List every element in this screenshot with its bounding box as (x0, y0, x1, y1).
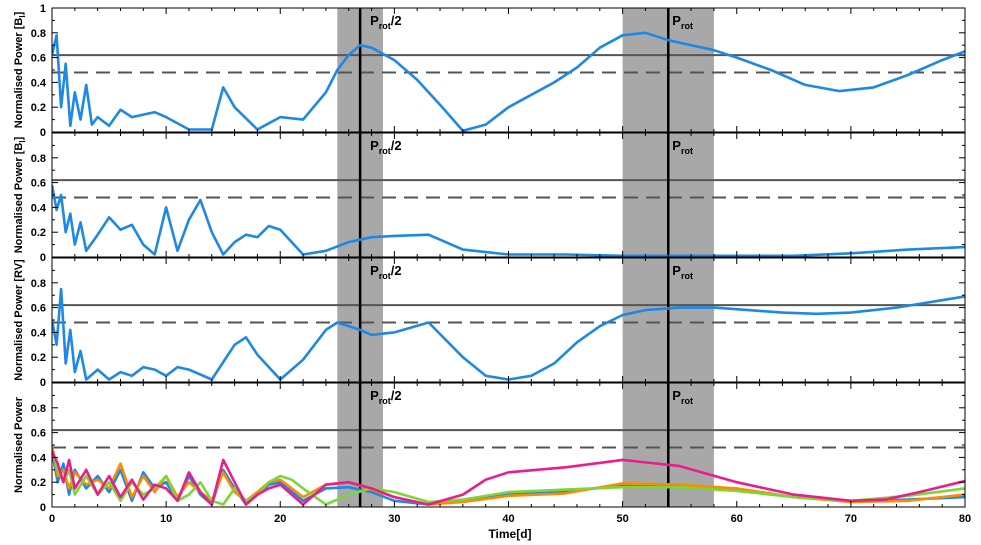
series-line-1 (52, 31, 965, 132)
y-tick-label: 0.6 (31, 178, 46, 190)
y-tick-label: 0.2 (31, 352, 46, 364)
x-tick-label: 40 (502, 513, 514, 525)
x-tick-label: 10 (160, 513, 172, 525)
y-tick-label: 0.6 (31, 303, 46, 315)
series-line-4 (52, 450, 965, 506)
panel-4: 0 0.2 0.4 0.6 0.8 Normalised Power Prot/2 Prot (13, 382, 966, 514)
y-tick-label: 0.2 (31, 102, 46, 114)
y-tick-label: 0.4 (31, 202, 47, 214)
x-tick-label: 60 (731, 513, 743, 525)
x-axis-label: Time[d] (488, 527, 531, 541)
annotation-prot: Prot (672, 138, 693, 156)
annotation-prot: Prot (672, 388, 693, 406)
y-tick-label: 0.8 (31, 278, 46, 290)
x-tick-label: 50 (617, 513, 629, 525)
panel-3: 0 0.2 0.4 0.6 0.8 Normalised Power [RV] Prot/2… (13, 257, 966, 389)
panel-1: 0 0.2 0.4 0.6 0.8 1 Normalised Power [Bl] Prot/… (13, 3, 966, 139)
y-tick-label: 0 (40, 127, 46, 139)
y-axis-label: Normalised Power (13, 396, 25, 493)
y-axis-label: Normalised Power [Bl] (13, 11, 27, 128)
series-group (52, 184, 965, 257)
x-tick-label: 0 (49, 513, 55, 525)
y-tick-label: 0 (40, 502, 46, 514)
y-tick-label: 0.4 (31, 77, 47, 89)
series-group (52, 444, 965, 506)
panel-2: 0 0.2 0.4 0.6 0.8 Normalised Power [Bl] Prot/2… (13, 132, 966, 264)
x-tick-label: 30 (388, 513, 400, 525)
y-tick-label: 0.6 (31, 53, 46, 65)
y-tick-label: 0 (40, 377, 46, 389)
y-tick-label: 0.4 (31, 327, 47, 339)
y-tick-label: 0.2 (31, 477, 46, 489)
series-group (52, 287, 965, 381)
annotation-prot: Prot (672, 263, 693, 281)
x-tick-label: 20 (274, 513, 286, 525)
panels-layer: 0 0.2 0.4 0.6 0.8 1 Normalised Power [Bl] Prot/… (13, 3, 966, 514)
series-line-3 (52, 450, 965, 506)
x-tick-label: 70 (845, 513, 857, 525)
series-line-1 (52, 287, 965, 381)
y-tick-label: 0.2 (31, 227, 46, 239)
y-axis-label: Normalised Power [RV] (13, 259, 25, 381)
y-tick-label: 0.8 (31, 153, 46, 165)
annotation-prot-half: Prot/2 (370, 13, 402, 31)
x-axis: 0 10 20 30 40 50 60 70 80 (49, 513, 971, 525)
annotation-prot-half: Prot/2 (370, 388, 402, 406)
series-group (52, 31, 965, 132)
annotation-prot-half: Prot/2 (370, 138, 402, 156)
y-axis-label: Normalised Power [Bl] (13, 136, 27, 253)
y-tick-label: 0.8 (31, 28, 46, 40)
annotation-prot: Prot (672, 13, 693, 31)
series-line-1 (52, 184, 965, 257)
y-tick-label: 1 (40, 3, 46, 15)
y-tick-label: 0.4 (31, 452, 47, 464)
y-tick-label: 0.8 (31, 403, 46, 415)
x-tick-label: 80 (959, 513, 971, 525)
y-tick-label: 0 (40, 252, 46, 264)
annotation-prot-half: Prot/2 (370, 263, 402, 281)
y-tick-label: 0.6 (31, 428, 46, 440)
